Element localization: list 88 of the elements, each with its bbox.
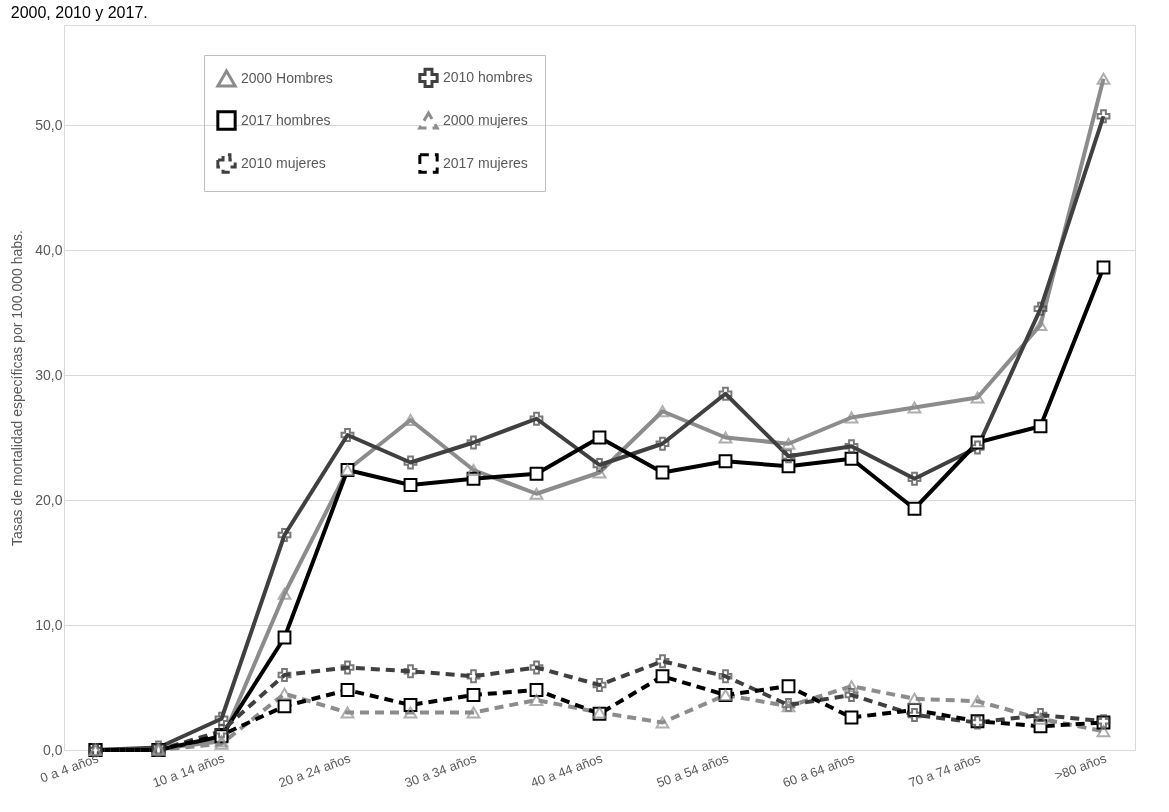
point xyxy=(970,695,985,708)
point xyxy=(592,466,607,479)
point xyxy=(1033,301,1048,316)
point xyxy=(781,449,796,464)
point xyxy=(529,411,544,426)
y-tick-label: 20,0 xyxy=(35,491,63,508)
point xyxy=(592,678,607,692)
point xyxy=(844,439,859,454)
legend-label: 2017 mujeres xyxy=(443,154,528,171)
chart-title: 2000, 2010 y 2017. xyxy=(10,4,148,21)
point xyxy=(655,654,670,669)
point xyxy=(529,693,544,707)
point xyxy=(529,466,544,481)
point xyxy=(655,465,670,480)
point xyxy=(1096,72,1111,85)
y-tick-label: 50,0 xyxy=(35,116,63,133)
point xyxy=(781,679,796,694)
point xyxy=(1033,318,1048,332)
point xyxy=(277,587,292,600)
point xyxy=(1033,419,1048,434)
point xyxy=(907,471,922,486)
x-tick-label: 30 a 34 años xyxy=(402,750,479,791)
x-tick-label: 10 a 14 años xyxy=(150,750,227,791)
legend-label: 2000 mujeres xyxy=(443,111,528,128)
point xyxy=(907,692,922,705)
point xyxy=(907,401,922,414)
point xyxy=(655,436,670,451)
point xyxy=(529,683,544,697)
point xyxy=(970,440,985,455)
point xyxy=(844,680,859,693)
point xyxy=(844,411,859,424)
point xyxy=(466,463,481,477)
point xyxy=(592,430,607,445)
point xyxy=(844,688,859,702)
point xyxy=(1096,260,1111,275)
point xyxy=(970,391,985,404)
point xyxy=(277,687,292,700)
point xyxy=(403,706,418,719)
point xyxy=(340,428,355,442)
x-tick-label: >80 años xyxy=(1052,750,1109,784)
point xyxy=(403,455,418,470)
point xyxy=(277,630,292,645)
point xyxy=(718,431,733,444)
y-tick-label: 10,0 xyxy=(35,616,63,633)
point xyxy=(529,660,544,675)
point xyxy=(907,501,922,516)
point xyxy=(277,528,292,542)
y-tick-label: 40,0 xyxy=(35,241,63,258)
point xyxy=(655,405,670,418)
point xyxy=(655,669,670,684)
point xyxy=(1096,725,1111,738)
point xyxy=(1096,109,1111,124)
point xyxy=(340,706,355,719)
point xyxy=(718,669,733,684)
point xyxy=(277,699,292,714)
y-tick-label: 0,0 xyxy=(43,741,63,758)
point xyxy=(277,668,292,682)
point xyxy=(466,435,481,450)
y-tick-label: 30,0 xyxy=(35,366,63,383)
x-tick-label: 40 a 44 años xyxy=(528,750,605,791)
point xyxy=(529,487,544,500)
point xyxy=(781,437,796,450)
point xyxy=(907,708,922,722)
legend-label: 2000 Hombres xyxy=(241,69,333,86)
x-tick-label: 20 a 24 años xyxy=(276,750,353,791)
point xyxy=(403,478,418,492)
y-axis-title: Tasas de mortalidad específicas por 100.000 habs. xyxy=(9,230,26,546)
x-tick-label: 60 a 64 años xyxy=(780,750,857,791)
point xyxy=(655,716,670,729)
point xyxy=(466,669,481,684)
point xyxy=(466,688,481,702)
point xyxy=(1033,712,1048,725)
point xyxy=(844,451,859,466)
point xyxy=(592,458,607,472)
point xyxy=(214,711,229,726)
point xyxy=(466,706,481,719)
point xyxy=(340,683,355,697)
legend-label: 2017 hombres xyxy=(241,111,331,128)
point xyxy=(718,454,733,469)
point xyxy=(403,664,418,679)
x-tick-label: 50 a 54 años xyxy=(654,750,731,791)
x-tick-label: 70 a 74 años xyxy=(906,750,983,791)
legend-label: 2010 mujeres xyxy=(241,154,326,171)
point xyxy=(718,386,733,401)
legend-label: 2010 hombres xyxy=(443,68,533,85)
point xyxy=(214,724,229,739)
point xyxy=(340,660,355,675)
point xyxy=(844,710,859,725)
